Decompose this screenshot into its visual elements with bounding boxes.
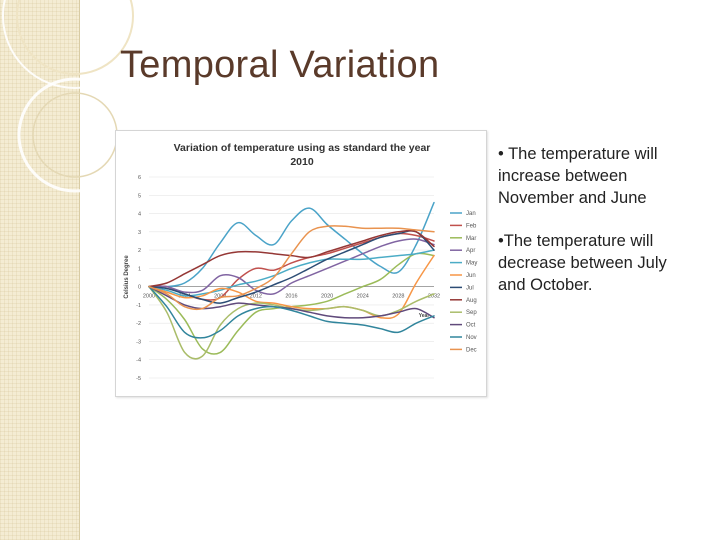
- x-tick-label: 2016: [285, 294, 297, 300]
- y-tick-label: 2: [138, 248, 141, 254]
- bullet-increase: • The temperature will increase between …: [498, 145, 658, 207]
- legend-label-dec: Dec: [466, 347, 477, 353]
- x-tick-labels: 2000 2004 2008 2012 2016 2020 2024 2028 2032: [143, 294, 440, 300]
- series-line-jan: [148, 201, 435, 288]
- y-tick-label: 6: [138, 175, 141, 181]
- x-tick-label: 2008: [214, 294, 226, 300]
- legend-label-nov: Nov: [466, 335, 477, 341]
- series-line-dec: [148, 225, 435, 311]
- x-tick-label: 2004: [179, 294, 191, 300]
- series-line-apr: [148, 238, 435, 296]
- legend-label-jan: Jan: [466, 211, 476, 217]
- y-tick-label: 1: [138, 266, 141, 272]
- slide-title: Temporal Variation: [120, 44, 440, 86]
- y-tick-label: 4: [138, 212, 141, 218]
- legend-label-jul: Jul: [466, 285, 474, 291]
- series-line-oct: [148, 285, 435, 319]
- chart-frame: Variation of temperature using as standa…: [115, 130, 487, 397]
- legend-label-mar: Mar: [466, 236, 476, 242]
- x-tick-label: 2020: [321, 294, 333, 300]
- legend-label-feb: Feb: [466, 223, 477, 229]
- y-tick-label: -3: [136, 339, 141, 345]
- legend: Jan Feb Mar Apr May Jun Jul Aug Sep Oct Nov Dec: [450, 211, 477, 353]
- y-tick-label: -1: [136, 303, 141, 309]
- legend-label-jun: Jun: [466, 273, 476, 279]
- bullet-list: • The temperature will increase between …: [498, 143, 698, 317]
- y-tick-labels: 6 5 4 3 2 1 0 -1 -2 -3 -4 -5: [136, 175, 141, 382]
- legend-label-apr: Apr: [466, 248, 475, 254]
- x-tick-label: 2028: [392, 294, 404, 300]
- x-tick-label: 2000: [143, 294, 155, 300]
- y-tick-label: -5: [136, 376, 141, 382]
- bullet-decrease: •The temperature will decrease between J…: [498, 232, 667, 294]
- y-axis-label: Celsius Degree: [124, 255, 130, 299]
- legend-label-oct: Oct: [466, 323, 476, 329]
- side-strip-edge: [79, 0, 80, 540]
- series-lines: [148, 201, 435, 360]
- y-tick-label: -2: [136, 321, 141, 327]
- legend-label-may: May: [466, 261, 477, 267]
- legend-label-sep: Sep: [466, 310, 477, 316]
- chart-title-line-2: 2010: [290, 156, 314, 168]
- legend-label-aug: Aug: [466, 298, 477, 304]
- x-axis-label: Year: [419, 313, 430, 319]
- y-tick-label: -4: [136, 358, 141, 364]
- series-line-aug: [148, 229, 435, 288]
- y-tick-label: 3: [138, 230, 141, 236]
- series-line-nov: [148, 285, 435, 339]
- y-tick-label: 0: [138, 285, 141, 291]
- series-line-jun: [148, 254, 435, 320]
- x-tick-label: 2032: [428, 294, 440, 300]
- series-line-jul: [148, 230, 435, 304]
- x-tick-label: 2012: [250, 294, 262, 300]
- series-line-may: [148, 249, 435, 297]
- temperature-line-chart: Variation of temperature using as standa…: [124, 142, 477, 382]
- chart-title-line-1: Variation of temperature using as standa…: [174, 142, 431, 154]
- y-tick-label: 5: [138, 193, 141, 199]
- x-tick-label: 2024: [357, 294, 369, 300]
